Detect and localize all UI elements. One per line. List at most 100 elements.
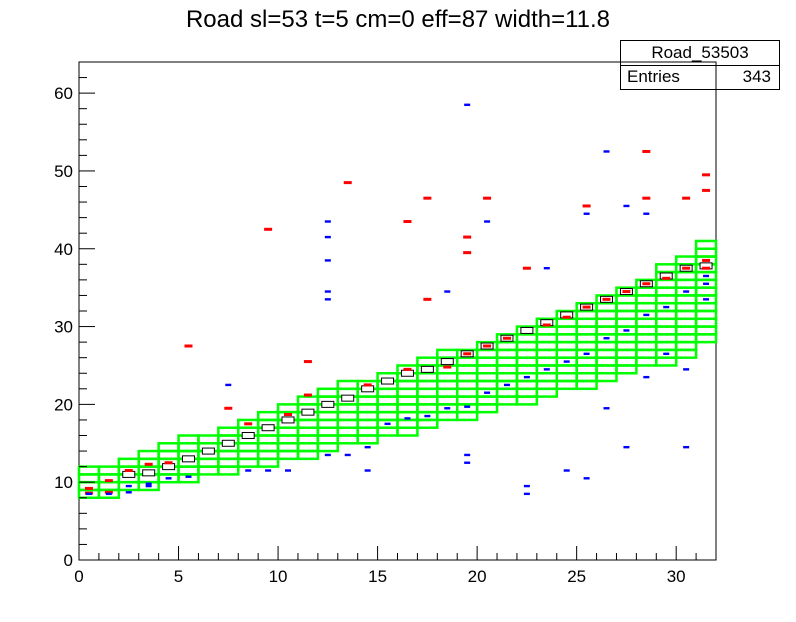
hit-blue-mark: [424, 414, 431, 418]
hit-box-mark: [420, 365, 434, 373]
hit-red-mark: [483, 344, 492, 348]
hit-blue-mark: [484, 220, 491, 223]
y-tick-label: 50: [54, 162, 73, 181]
hit-blue-mark: [285, 469, 292, 472]
hit-red-mark: [682, 266, 691, 270]
hit-red-mark: [702, 173, 711, 177]
hit-red-mark: [423, 196, 432, 200]
x-tick-label: 0: [74, 567, 83, 586]
road-window-cell: [336, 379, 359, 391]
road-window-cell: [197, 434, 220, 445]
hit-red-mark: [264, 227, 273, 231]
hit-blue-mark: [185, 475, 192, 478]
x-tick-label: 5: [174, 567, 183, 586]
hit-blue-mark: [125, 484, 132, 488]
hit-blue-mark: [464, 103, 471, 106]
hit-blue-mark: [464, 461, 471, 464]
y-tick-label: 20: [54, 395, 73, 414]
hit-red-mark: [303, 393, 312, 397]
road-window-cell: [316, 387, 340, 398]
hit-blue-mark: [444, 407, 451, 410]
road-window-cell: [296, 395, 320, 406]
hit-box-mark: [301, 408, 315, 416]
hit-red-mark: [582, 305, 591, 309]
hit-blue-mark: [583, 352, 590, 355]
hit-box-mark: [142, 469, 156, 477]
hit-blue-mark: [603, 407, 610, 410]
hit-blue-mark: [444, 290, 451, 293]
hit-box-mark: [201, 447, 215, 455]
hit-blue-mark: [464, 405, 471, 408]
hit-box-mark: [281, 416, 295, 424]
hit-blue-mark: [324, 220, 331, 223]
hit-blue-mark: [703, 274, 710, 278]
hit-red-mark: [542, 323, 551, 327]
road-window-cell: [436, 348, 459, 359]
hit-box-mark: [241, 432, 255, 439]
hit-box-mark: [341, 394, 355, 402]
hit-blue-mark: [245, 469, 252, 472]
hit-blue-mark: [603, 150, 610, 153]
hit-blue-mark: [663, 305, 670, 309]
hit-red-mark: [642, 149, 651, 153]
hit-red-mark: [84, 486, 93, 490]
hit-red-mark: [343, 181, 352, 185]
hit-red-mark: [463, 352, 472, 356]
hit-box-mark: [221, 439, 235, 447]
hit-box-mark: [520, 326, 534, 334]
hit-blue-mark: [404, 417, 411, 420]
hit-blue-mark: [563, 469, 570, 472]
road-window-cell: [217, 426, 240, 437]
hit-box-mark: [361, 385, 375, 393]
hit-box-mark: [400, 369, 414, 377]
hit-red-mark: [124, 469, 133, 473]
hit-blue-mark: [145, 484, 152, 488]
road-window-cell: [655, 263, 678, 274]
hit-blue-mark: [543, 368, 550, 371]
hit-blue-mark: [583, 477, 590, 480]
hit-blue-mark: [324, 259, 331, 262]
hit-box-mark: [181, 455, 195, 463]
hit-red-mark: [702, 188, 711, 192]
hit-blue-mark: [543, 267, 550, 270]
hit-red-mark: [642, 196, 651, 200]
y-tick-label: 30: [54, 318, 73, 337]
hit-blue-mark: [225, 383, 232, 387]
hit-blue-mark: [324, 298, 331, 301]
hit-red-mark: [104, 479, 113, 483]
x-tick-label: 30: [667, 567, 686, 586]
hit-red-mark: [284, 412, 293, 416]
hit-red-mark: [423, 297, 432, 301]
hit-red-mark: [363, 383, 372, 387]
hit-box-mark: [321, 400, 335, 408]
hit-blue-mark: [643, 212, 650, 215]
hit-blue-mark: [384, 422, 391, 426]
hit-blue-mark: [683, 368, 690, 371]
hit-blue-mark: [703, 282, 710, 285]
hit-blue-mark: [324, 290, 331, 293]
hit-blue-mark: [125, 491, 132, 494]
y-tick-label: 60: [54, 84, 73, 103]
y-tick-label: 40: [54, 240, 73, 259]
x-tick-label: 10: [269, 567, 288, 586]
hit-box-mark: [122, 470, 136, 478]
hit-box-mark: [162, 463, 176, 471]
hit-blue-mark: [364, 445, 371, 449]
hit-red-mark: [522, 266, 531, 270]
hit-red-mark: [463, 251, 472, 255]
hit-red-mark: [602, 297, 611, 301]
hit-blue-mark: [683, 290, 690, 293]
y-tick-label: 0: [64, 551, 73, 570]
road-window-cell: [157, 442, 180, 453]
x-tick-label: 25: [567, 567, 586, 586]
hit-red-mark: [562, 315, 571, 319]
hit-blue-mark: [523, 375, 530, 379]
hit-red-mark: [483, 196, 492, 200]
hit-blue-mark: [563, 360, 570, 363]
road-window-cell: [694, 239, 718, 250]
road-window-cell: [117, 457, 140, 468]
hit-blue-mark: [703, 298, 710, 301]
hit-blue-mark: [623, 329, 630, 332]
road-window-cell: [177, 434, 200, 445]
hit-red-mark: [443, 365, 452, 369]
